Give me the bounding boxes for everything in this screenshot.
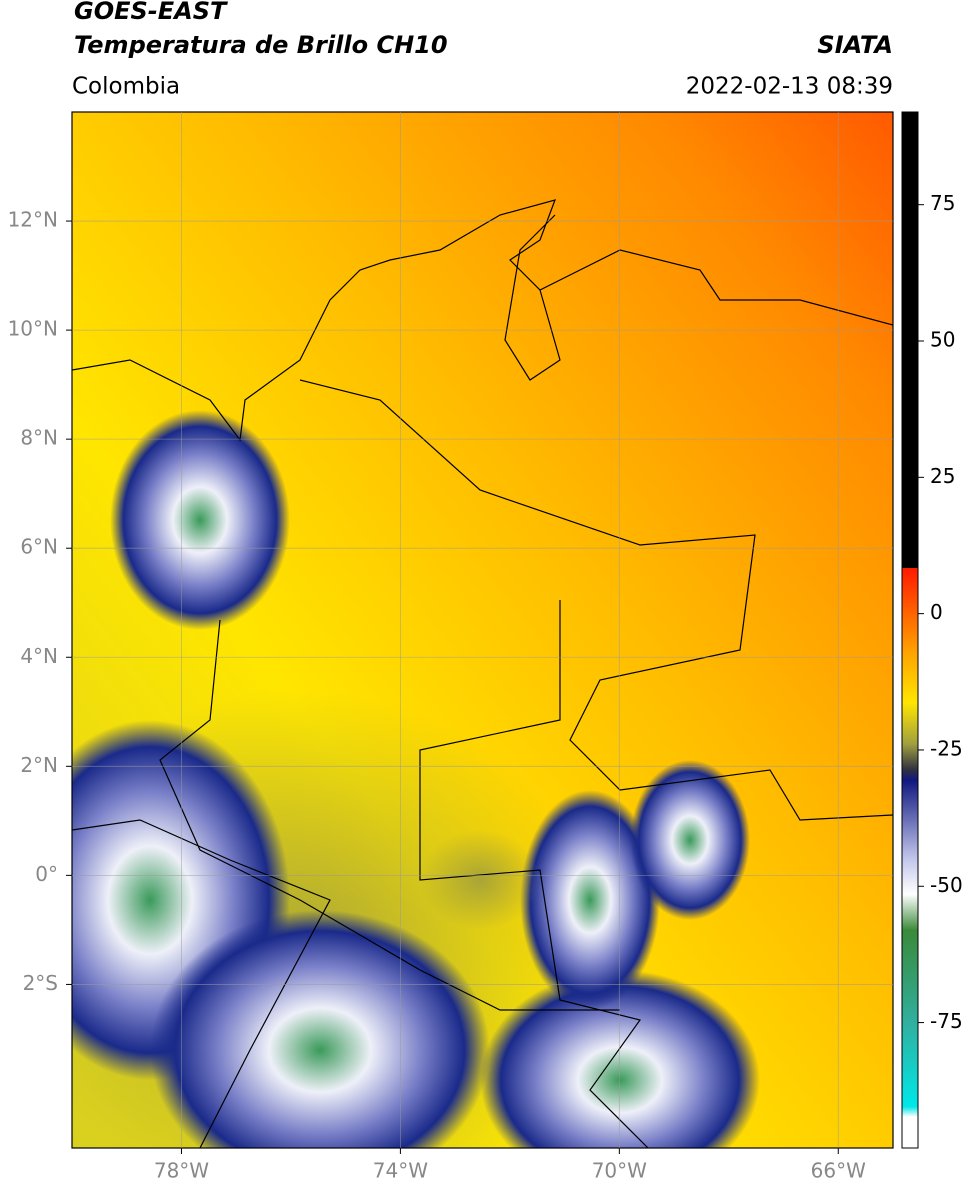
colorbar-tick-label: -50 [930, 873, 963, 897]
colorbar-tick-label: -25 [930, 736, 963, 760]
y-tick-label: 10°N [8, 317, 58, 341]
map-frame [71, 111, 894, 1149]
subtitle: Temperatura de Brillo CH10 [74, 31, 448, 59]
colorbar-tick-label: 50 [930, 328, 955, 352]
satellite-image [72, 112, 893, 1148]
y-tick-label: 0° [35, 862, 58, 886]
y-tick-label: 12°N [8, 208, 58, 232]
y-tick-label: 6°N [20, 535, 58, 559]
colorbar-tick-label: 25 [930, 464, 955, 488]
y-tick-label: 2°S [23, 971, 58, 995]
x-tick-label: 74°W [373, 1159, 428, 1183]
source: SIATA [817, 31, 893, 59]
y-tick-label: 2°N [20, 753, 58, 777]
x-tick-label: 66°W [811, 1159, 866, 1183]
datetime: 2022-02-13 08:39 [686, 74, 893, 100]
region: Colombia [72, 74, 180, 100]
x-tick-label: 70°W [592, 1159, 647, 1183]
y-tick-label: 4°N [20, 644, 58, 668]
colorbar-tick-label: -75 [930, 1009, 963, 1033]
x-tick-label: 78°W [154, 1159, 209, 1183]
colorbar-tick-label: 75 [930, 191, 955, 215]
title: GOES-EAST [74, 0, 228, 25]
colorbar [901, 111, 919, 1149]
colorbar-tick-label: 0 [930, 600, 943, 624]
y-tick-label: 8°N [20, 426, 58, 450]
